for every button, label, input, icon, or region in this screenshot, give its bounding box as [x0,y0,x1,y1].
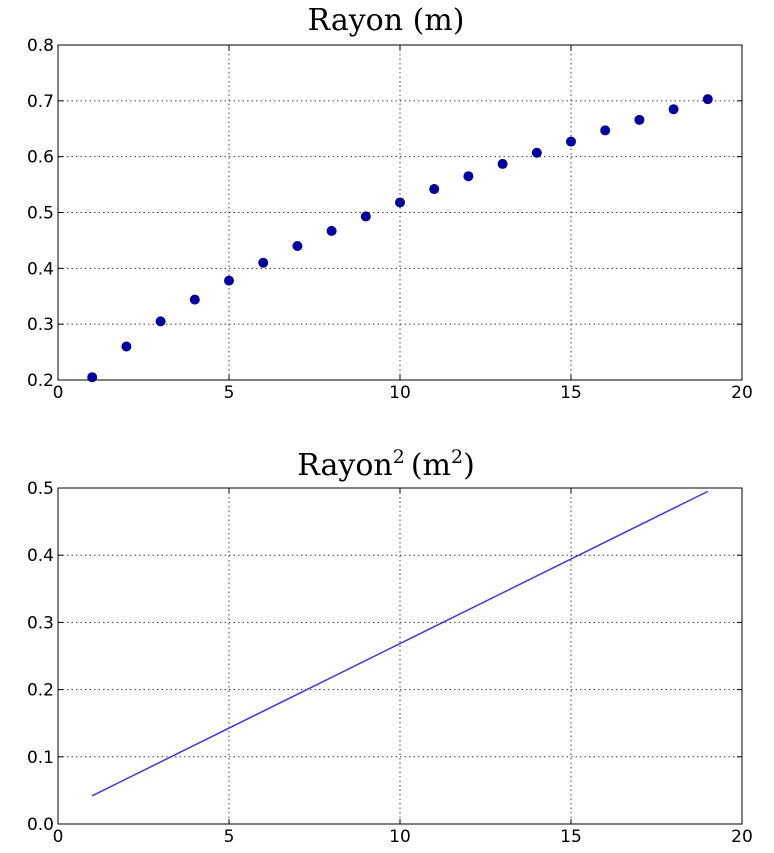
chart1-ticks: 0 5 10 15 20 0.2 0.3 0.4 0.5 0.6 0.7 0.8 [27,36,753,403]
data-point [360,211,371,222]
x-tick-label: 5 [224,827,235,847]
data-point [395,197,405,208]
y-tick-label: 0.5 [27,204,54,224]
y-tick-label: 0.7 [27,92,54,112]
x-tick-label: 15 [560,827,582,847]
y-tick-label: 0.2 [27,371,54,391]
y-tick-label: 0.3 [27,315,54,335]
series-line [91,490,709,797]
data-point [497,158,508,169]
data-point [258,257,269,268]
x-tick-label: 20 [731,827,753,847]
x-tick-label: 0 [53,827,64,847]
data-point [531,147,542,158]
y-tick-label: 0.1 [27,748,54,768]
chart2-line [91,490,709,797]
y-tick-label: 0.4 [27,259,54,279]
y-tick-label: 0.0 [27,815,54,835]
x-tick-label: 10 [389,383,411,403]
x-tick-label: 20 [731,383,753,403]
x-tick-label: 15 [560,383,582,403]
chart2-title-unit: (m [411,448,451,483]
data-point [668,104,679,115]
chart2-title-unit-sup: 2 [451,446,463,468]
chart1-title: Rayon (m) [308,3,465,38]
chart2-grid [58,488,742,824]
chart2-title: Rayon2 (m2) [297,446,475,483]
y-tick-label: 0.4 [27,546,54,566]
data-point [326,225,337,236]
data-point [121,341,132,352]
data-point [155,316,166,327]
y-tick-label: 0.3 [27,613,54,633]
chart2-title-close: ) [463,448,475,483]
data-point [292,241,303,251]
data-point [87,372,98,383]
data-point [429,184,440,195]
chart1-points [87,94,713,383]
chart1-grid [58,45,742,380]
line-panel: Rayon2 (m2) 0 5 10 15 200.00.10.20.30.40.5 [27,446,753,847]
y-tick-label: 0.8 [27,36,54,56]
data-point [702,94,713,105]
data-point [634,114,645,125]
y-tick-label: 0.5 [27,479,54,499]
chart2-title-sup: 2 [393,446,405,468]
scatter-panel: Rayon (m) 0 5 10 15 20 0.2 0.3 0.4 0.5 0.6 0.7 0.8 [27,3,753,403]
data-point [463,171,474,182]
data-point [566,136,576,147]
data-point [600,125,611,136]
data-point [189,294,200,305]
x-tick-label: 0 [53,383,64,403]
data-point [224,275,234,286]
x-tick-label: 5 [224,383,235,403]
chart2-title-main: Rayon [297,448,393,483]
y-tick-label: 0.2 [27,681,54,701]
y-tick-label: 0.6 [27,148,54,168]
x-tick-label: 10 [389,827,411,847]
chart2-ticks: 0 5 10 15 20 0.0 0.1 0.2 0.3 0.4 0.5 [27,479,753,847]
